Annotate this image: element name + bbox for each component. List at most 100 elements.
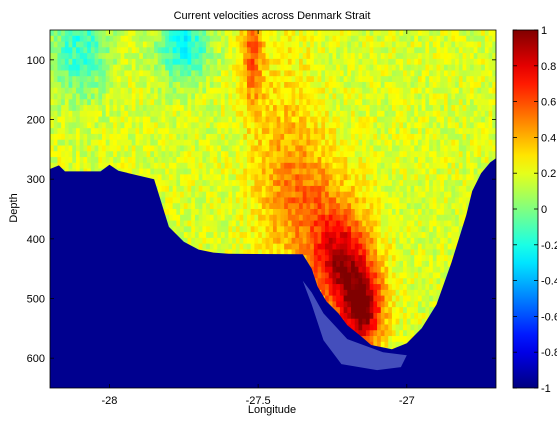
heatmap-cell [98,128,103,135]
heatmap-cell [168,105,174,112]
heatmap-cell [258,76,263,83]
heatmap-cell [154,122,159,129]
heatmap-cell [98,99,103,106]
heatmap-cell [68,157,73,164]
heatmap-cell [339,289,345,297]
heatmap-cell [317,214,322,222]
heatmap-cell [180,53,185,60]
heatmap-cell [321,232,326,239]
heatmap-cell [168,70,174,77]
heatmap-cell [336,99,341,106]
heatmap-cell [261,209,267,216]
heatmap-cell [332,191,337,199]
heatmap-cell [321,145,326,152]
heatmap-cell [68,145,73,152]
heatmap-cell [131,145,137,152]
heatmap-cell [202,105,207,112]
heatmap-cell [183,30,189,37]
heatmap-cell [83,116,88,123]
heatmap-cell [61,58,66,66]
heatmap-cell [213,58,218,66]
heatmap-cell [157,105,163,112]
heatmap-cell [284,151,289,158]
heatmap-cell [261,47,267,54]
heatmap-cell [254,133,259,141]
heatmap-cell [90,105,96,112]
heatmap-cell [68,58,73,66]
heatmap-cell [343,116,348,123]
heatmap-cell [53,64,59,72]
heatmap-cell [161,128,166,135]
heatmap-cell [313,116,319,123]
heatmap-cell [168,81,174,89]
heatmap-cell [332,214,337,222]
heatmap-cell [317,70,322,77]
heatmap-cell [239,243,244,251]
heatmap-cell [287,105,293,112]
heatmap-cell [135,53,140,60]
heatmap-cell [172,47,177,54]
heatmap-cell [273,174,278,181]
heatmap-cell [302,105,308,112]
heatmap-cell [273,209,278,216]
heatmap-cell [194,226,200,233]
heatmap-cell [232,64,237,72]
heatmap-cell [295,64,300,72]
heatmap-cell [287,203,293,210]
heatmap-cell [269,203,274,210]
heatmap-cell [339,70,345,77]
heatmap-cell [299,157,304,164]
heatmap-cell [150,139,155,147]
heatmap-cell [254,70,259,77]
heatmap-cell [276,180,282,187]
heatmap-cell [332,168,337,175]
heatmap-cell [235,47,241,54]
heatmap-cell [273,81,278,89]
heatmap-cell [280,168,285,175]
heatmap-cell [343,312,348,320]
heatmap-cell [313,162,319,170]
heatmap-cell [347,30,352,37]
heatmap-cell [299,168,304,175]
heatmap-cell [217,58,222,66]
heatmap-cell [321,174,326,181]
heatmap-cell [302,47,308,54]
heatmap-cell [105,99,111,106]
heatmap-cell [142,110,148,118]
heatmap-cell [206,133,211,141]
heatmap-cell [246,76,252,83]
heatmap-cell [217,145,222,152]
heatmap-cell [116,41,122,48]
heatmap-cell [180,203,185,210]
heatmap-cell [202,151,207,158]
heatmap-cell [109,41,114,48]
heatmap-cell [317,266,322,274]
heatmap-cell [343,76,348,83]
heatmap-cell [328,70,334,77]
heatmap-cell [50,30,55,37]
heatmap-cell [273,128,278,135]
heatmap-cell [302,203,308,210]
heatmap-cell [90,47,96,54]
heatmap-cell [68,64,73,72]
heatmap-cell [76,116,81,123]
heatmap-cell [299,133,304,141]
heatmap-cell [213,139,218,147]
heatmap-cell [336,266,341,274]
heatmap-cell [83,64,88,72]
heatmap-cell [142,93,148,100]
heatmap-cell [336,209,341,216]
heatmap-cell [198,174,203,181]
heatmap-cell [217,226,222,233]
heatmap-cell [168,87,174,95]
heatmap-cell [64,116,70,123]
heatmap-cell [135,76,140,83]
heatmap-cell [224,237,229,245]
heatmap-cell [239,214,244,222]
heatmap-cell [176,214,181,222]
heatmap-cell [157,93,163,100]
heatmap-cell [246,93,252,100]
heatmap-cell [187,185,192,193]
heatmap-cell [157,99,163,106]
heatmap-cell [284,249,289,256]
